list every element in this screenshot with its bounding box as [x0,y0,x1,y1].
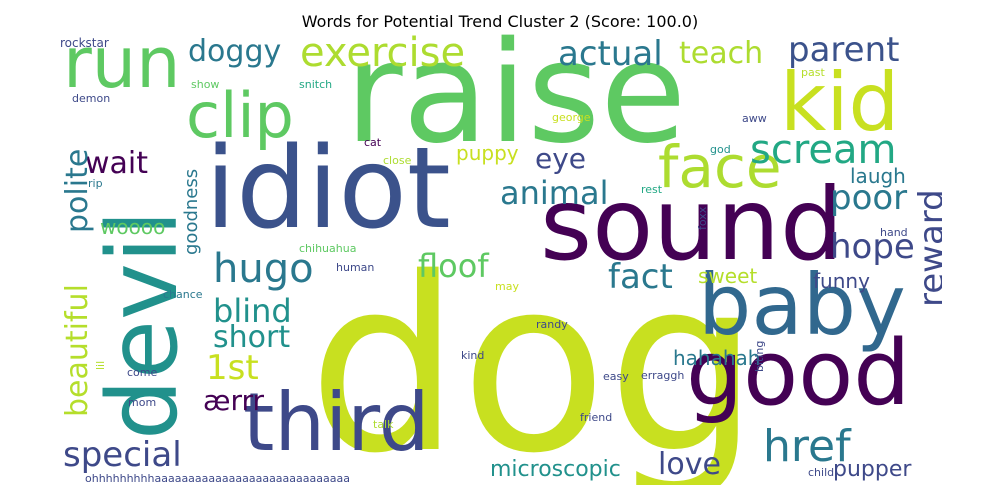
word-lil: lil [94,360,107,370]
word-microscopic: microscopic [490,457,621,482]
word-talk: talk [373,418,394,431]
chart-title: Words for Potential Trend Cluster 2 (Sco… [301,12,699,31]
word-chihuahua: chihuahua [299,242,357,255]
word-poor: poor [830,178,908,218]
word-show: show [191,78,220,91]
word-href: href [763,421,851,472]
word-child: child [808,466,835,479]
word-special: special [63,435,182,475]
word-puppy: puppy [456,141,519,165]
word-fact: fact [608,257,673,297]
word-face: face [658,133,782,201]
word-love: love [658,447,721,482]
word-exercise: exercise [300,33,466,76]
word-foxx: foxx [696,206,709,230]
word-dog: dog [308,226,760,485]
word-run: run [63,33,181,104]
word-hope: hope [830,227,915,267]
word-kind: kind [461,349,485,362]
word-blind: blind [213,292,292,330]
word-idiot: idiot [205,124,451,254]
word-floof: floof [418,247,489,285]
word-eye: eye [535,142,587,175]
word-demon: demon [72,92,111,105]
word-animal: animal [500,174,609,212]
word-polite: polite [60,148,95,233]
word-teach: teach [679,36,764,71]
word-mom: mom [128,396,157,409]
word-biting: biting [753,340,766,372]
word-good: good [686,321,911,426]
word-woooo: woooo [100,215,166,239]
word-sound: sound [540,166,844,283]
word-raise: raise [345,33,687,175]
word-hahahah: hahahah [673,346,761,370]
word-reward: reward [912,189,942,307]
word-erraggh: erraggh [641,369,685,382]
word-easy: easy [603,370,629,383]
word-aerrr: ærrr [203,384,265,417]
word-cloud: dog raise idiot sound good third devil b… [58,33,942,485]
word-baby: baby [698,256,906,354]
word-scream: scream [750,127,897,173]
word-goodness: goodness [181,168,202,255]
word-pupper: pupper [833,457,912,482]
word-george: george [552,111,591,124]
word-laugh: laugh [850,164,906,188]
word-cat: cat [364,136,382,149]
word-short: short [213,320,291,355]
word-actual: actual [558,34,663,74]
word-kid: kid [780,56,900,149]
word-come: come [127,366,158,379]
word-aww: aww [742,112,767,125]
word-snitch: snitch [299,78,333,91]
word-hugo: hugo [213,246,314,292]
word-god: god [710,143,731,156]
word-rip: rip [88,177,103,190]
word-ohhh: ohhhhhhhhhaaaaaaaaaaaaaaaaaaaaaaaaaaaaa [85,472,350,485]
word-wait: wait [85,146,149,181]
word-funny: funny [813,269,870,293]
word-parent: parent [788,33,900,70]
word-chance: chance [163,288,203,301]
word-hand: hand [880,226,908,239]
word-sweet: sweet [698,264,758,288]
word-rest: rest [641,183,663,196]
word-may: may [495,280,519,293]
word-third: third [243,376,430,469]
word-past: past [801,66,825,79]
word-doggy: doggy [188,34,282,69]
word-beautiful: beautiful [60,284,95,417]
word-close: close [383,154,412,167]
word-human: human [336,261,375,274]
word-1st: 1st [206,348,259,388]
word-friend: friend [580,411,613,424]
word-clip: clip [186,79,294,152]
word-randy: randy [536,318,568,331]
word-rockstar: rockstar [60,36,109,50]
